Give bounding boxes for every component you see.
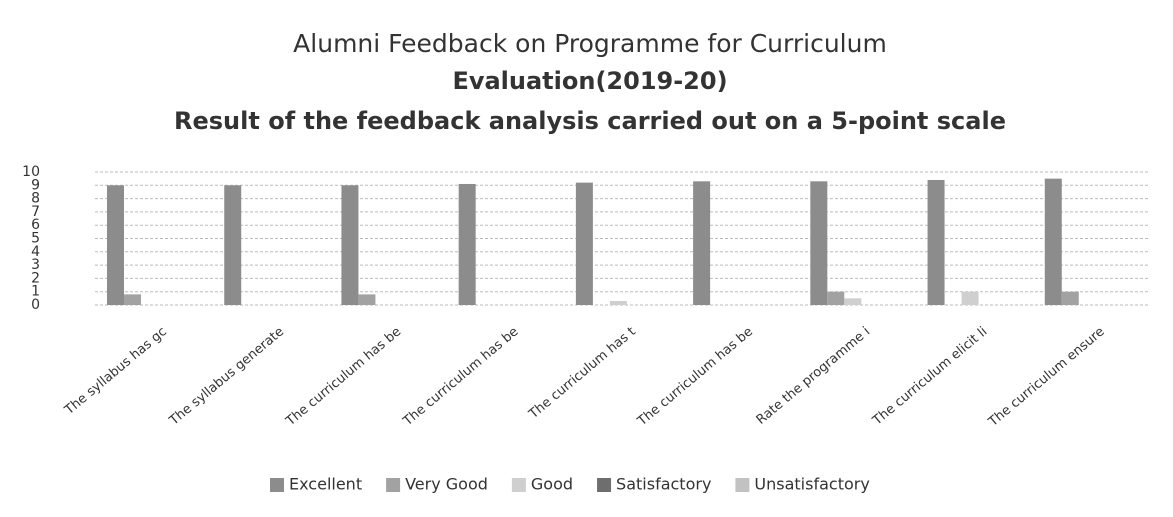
bar (575, 182, 593, 305)
legend-label: Excellent (289, 475, 362, 494)
y-tick-label: 8 (31, 191, 40, 207)
legend-label: Very Good (405, 475, 488, 494)
legend-swatch (270, 478, 284, 492)
bar (1044, 178, 1062, 305)
legend-label: Satisfactory (616, 475, 711, 494)
bar (1061, 291, 1079, 305)
x-tick-label: The curriculum has be (400, 324, 522, 429)
y-tick-label: 3 (31, 257, 40, 273)
bar (844, 298, 862, 305)
y-tick-label: 6 (31, 217, 40, 233)
x-tick-label: The curriculum has be (634, 324, 756, 429)
y-tick-label: 5 (31, 231, 40, 247)
y-tick-label: 9 (31, 177, 40, 193)
bar (927, 179, 945, 305)
legend-swatch (735, 478, 750, 492)
x-tick-label: The curriculum ensure (985, 324, 1107, 430)
bar (961, 291, 979, 305)
chart-title: Alumni Feedback on Programme for Curricu… (293, 29, 887, 58)
x-tick-label: The curriculum has be (283, 324, 405, 429)
y-tick-label: 4 (31, 244, 40, 260)
x-tick-label: The curriculum has t (526, 324, 639, 422)
y-tick-label: 1 (31, 284, 40, 300)
y-tick-label: 0 (31, 297, 40, 313)
y-tick-label: 7 (31, 204, 40, 220)
legend-label: Good (531, 475, 573, 494)
legend-swatch (511, 478, 526, 492)
bar (693, 181, 711, 305)
y-tick-label: 2 (31, 270, 40, 286)
x-tick-label: The syllabus has gc (61, 324, 169, 418)
x-tick-label: The curriculum elicit li (869, 324, 990, 429)
bar (827, 291, 845, 305)
bar (107, 185, 124, 305)
chart-subtitle: Result of the feedback analysis carried … (174, 107, 1006, 135)
bar (358, 294, 376, 305)
x-tick-label: The syllabus generate (166, 324, 287, 429)
legend-swatch (597, 478, 612, 492)
x-tick-label: Rate the programme i (754, 324, 873, 428)
bar (609, 301, 627, 305)
bar (458, 183, 476, 305)
chart-title: Evaluation(2019-20) (452, 67, 727, 95)
bar (810, 181, 828, 305)
legend-label: Unsatisfactory (754, 475, 869, 494)
bar (224, 185, 242, 305)
y-tick-label: 10 (22, 164, 40, 180)
bar (124, 294, 141, 305)
bar (341, 185, 359, 305)
legend-swatch (386, 478, 401, 492)
